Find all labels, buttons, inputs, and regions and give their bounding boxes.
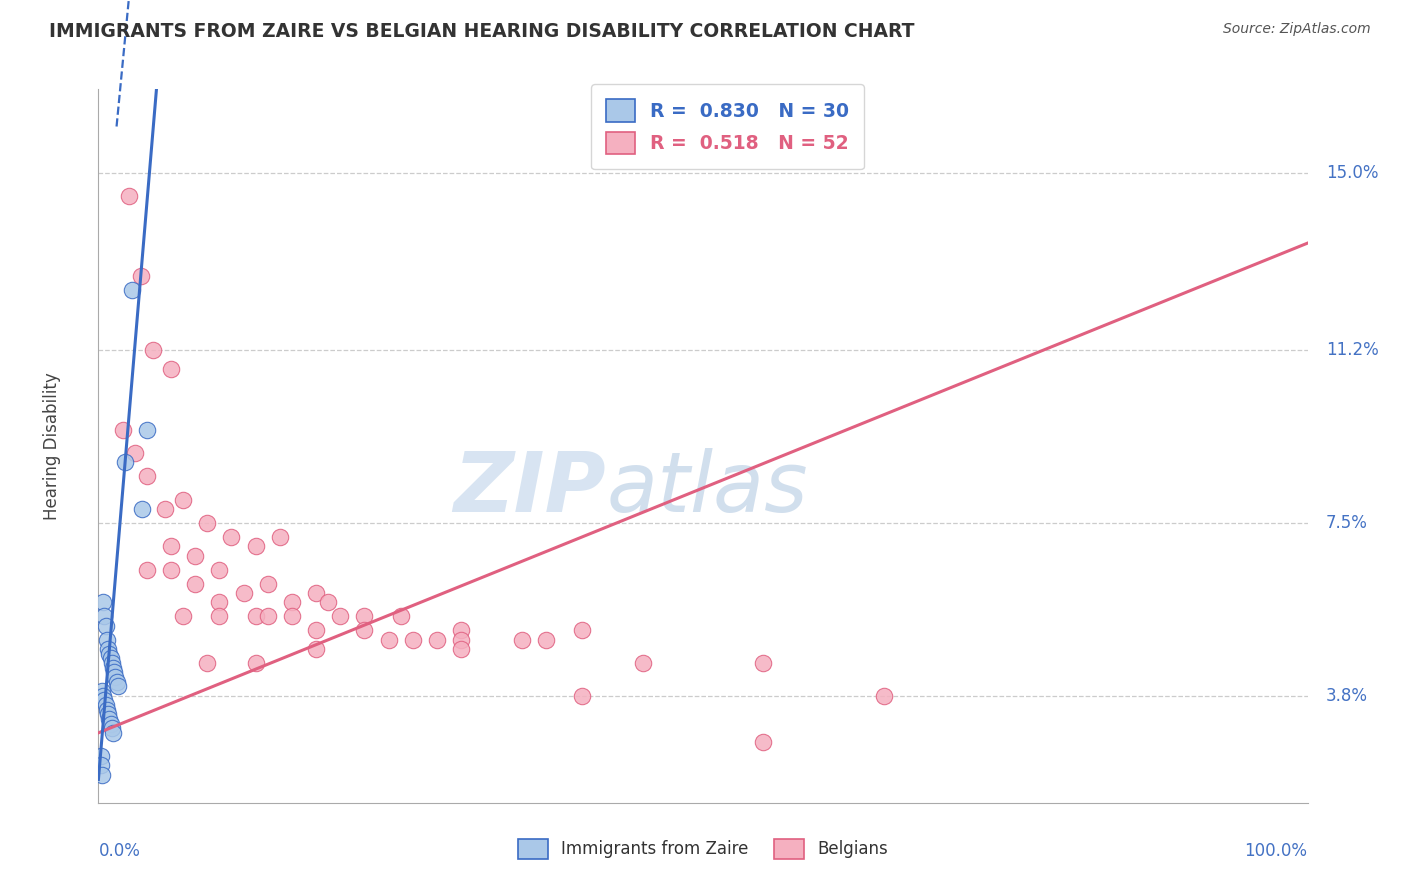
Text: ZIP: ZIP [454, 449, 606, 529]
Text: 3.8%: 3.8% [1326, 687, 1368, 705]
Point [96, 702, 118, 716]
Point [135, 423, 157, 437]
Point [111, 423, 134, 437]
Text: Source: ZipAtlas.com: Source: ZipAtlas.com [1223, 22, 1371, 37]
Point [97, 707, 120, 722]
Point [94, 698, 117, 712]
Point [245, 656, 267, 670]
Point [450, 624, 472, 638]
Point [305, 641, 328, 656]
Point [93, 693, 115, 707]
Point [90, 749, 112, 764]
Point [184, 549, 207, 563]
Point [752, 656, 775, 670]
Point [305, 586, 328, 600]
Point [256, 609, 278, 624]
Point [571, 689, 593, 703]
Point [389, 609, 412, 624]
Point [510, 632, 533, 647]
Point [281, 609, 304, 624]
Point [245, 539, 267, 553]
Point [172, 492, 194, 507]
Point [195, 516, 218, 530]
Point [195, 656, 218, 670]
Point [100, 651, 122, 665]
Text: 0.0%: 0.0% [98, 842, 141, 860]
Point [100, 716, 122, 731]
Point [118, 189, 141, 203]
Point [121, 283, 143, 297]
Point [631, 656, 654, 670]
Point [245, 609, 267, 624]
Point [208, 563, 231, 577]
Point [94, 618, 117, 632]
Point [329, 609, 352, 624]
Point [256, 576, 278, 591]
Point [269, 530, 291, 544]
Point [103, 665, 125, 680]
Point [142, 343, 165, 358]
Point [353, 609, 375, 624]
Point [353, 624, 375, 638]
Point [93, 609, 115, 624]
Point [208, 609, 231, 624]
Text: Hearing Disability: Hearing Disability [44, 372, 62, 520]
Point [98, 647, 121, 661]
Text: 11.2%: 11.2% [1326, 342, 1378, 359]
Text: 100.0%: 100.0% [1244, 842, 1308, 860]
Point [96, 632, 118, 647]
Point [101, 660, 124, 674]
Point [160, 563, 183, 577]
Point [534, 632, 557, 647]
Point [135, 469, 157, 483]
Point [100, 721, 122, 735]
Point [104, 670, 127, 684]
Point [160, 539, 183, 553]
Point [232, 586, 254, 600]
Point [752, 735, 775, 749]
Text: 7.5%: 7.5% [1326, 514, 1368, 532]
Point [97, 641, 120, 656]
Point [450, 632, 472, 647]
Point [91, 595, 114, 609]
Point [281, 595, 304, 609]
Point [135, 563, 157, 577]
Point [129, 268, 152, 283]
Point [305, 624, 328, 638]
Point [221, 530, 243, 544]
Point [184, 576, 207, 591]
Point [91, 768, 114, 782]
Point [91, 689, 114, 703]
Point [873, 689, 896, 703]
Point [105, 674, 128, 689]
Point [114, 455, 136, 469]
Point [131, 502, 153, 516]
Point [91, 684, 114, 698]
Point [100, 656, 122, 670]
Point [98, 712, 121, 726]
Point [124, 446, 146, 460]
Text: atlas: atlas [606, 449, 808, 529]
Point [377, 632, 399, 647]
Point [450, 641, 472, 656]
Point [402, 632, 425, 647]
Point [160, 362, 183, 376]
Text: 15.0%: 15.0% [1326, 164, 1378, 182]
Point [107, 679, 129, 693]
Point [90, 758, 112, 772]
Point [571, 624, 593, 638]
Legend: Immigrants from Zaire, Belgians: Immigrants from Zaire, Belgians [512, 832, 894, 866]
Text: IMMIGRANTS FROM ZAIRE VS BELGIAN HEARING DISABILITY CORRELATION CHART: IMMIGRANTS FROM ZAIRE VS BELGIAN HEARING… [49, 22, 915, 41]
Point [426, 632, 449, 647]
Point [172, 609, 194, 624]
Point [316, 595, 339, 609]
Point [208, 595, 231, 609]
Point [101, 726, 124, 740]
Point [153, 502, 176, 516]
